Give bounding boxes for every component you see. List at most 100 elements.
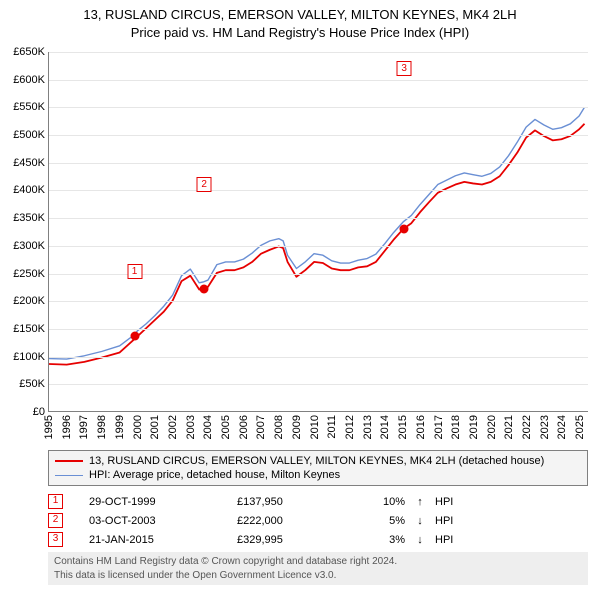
y-axis-label: £550K [13,101,45,113]
title-block: 13, RUSLAND CIRCUS, EMERSON VALLEY, MILT… [0,0,600,41]
sale-row: 3 21-JAN-2015 £329,995 3% ↓ HPI [48,530,588,549]
x-axis-label: 2024 [556,415,568,439]
x-axis-label: 1995 [43,415,55,439]
y-axis-label: £500K [13,129,45,141]
gridline [49,80,588,81]
y-axis-label: £100K [13,351,45,363]
legend-item: HPI: Average price, detached house, Milt… [55,468,581,482]
title-line-1: 13, RUSLAND CIRCUS, EMERSON VALLEY, MILT… [0,6,600,24]
x-axis-label: 2018 [450,415,462,439]
gridline [49,135,588,136]
y-axis-label: £350K [13,212,45,224]
gridline [49,357,588,358]
gridline [49,52,588,53]
sale-date: 29-OCT-1999 [71,496,229,508]
sale-hpi-label: HPI [435,534,475,546]
sale-price: £137,950 [237,496,347,508]
x-axis-label: 2004 [202,415,214,439]
sales-table: 1 29-OCT-1999 £137,950 10% ↑ HPI 2 03-OCT-2003 £… [48,492,588,549]
y-axis-label: £200K [13,295,45,307]
sale-hpi-label: HPI [435,496,475,508]
legend-label: 13, RUSLAND CIRCUS, EMERSON VALLEY, MILT… [89,455,544,467]
x-axis-label: 2007 [255,415,267,439]
legend-label: HPI: Average price, detached house, Milt… [89,469,340,481]
sale-price: £222,000 [237,515,347,527]
gridline [49,218,588,219]
y-axis-label: £50K [19,378,45,390]
sale-box-2: 2 [197,177,212,192]
x-axis-label: 2013 [362,415,374,439]
gridline [49,163,588,164]
x-axis-label: 2017 [433,415,445,439]
gridline [49,301,588,302]
x-axis-label: 2005 [220,415,232,439]
legend-swatch [55,475,83,476]
gridline [49,246,588,247]
sale-box-3: 3 [397,61,412,76]
x-axis-label: 2002 [167,415,179,439]
footer-line-2: This data is licensed under the Open Gov… [54,569,582,583]
series-hpi [49,107,585,359]
x-axis-label: 2023 [539,415,551,439]
sale-number-box: 3 [48,532,63,547]
x-axis-label: 2022 [521,415,533,439]
sale-number-box: 2 [48,513,63,528]
x-axis-label: 2008 [273,415,285,439]
x-axis-label: 1996 [61,415,73,439]
sale-pct: 10% [355,496,405,508]
x-axis-label: 2021 [503,415,515,439]
sale-marker-3 [400,225,409,234]
x-axis-label: 2020 [486,415,498,439]
sale-marker-2 [200,285,209,294]
y-axis-label: £150K [13,323,45,335]
sale-box-1: 1 [127,264,142,279]
x-axis-label: 2012 [344,415,356,439]
x-axis-label: 2019 [468,415,480,439]
x-axis-label: 2010 [309,415,321,439]
legend-item: 13, RUSLAND CIRCUS, EMERSON VALLEY, MILT… [55,454,581,468]
arrow-down-icon: ↓ [413,515,427,527]
sale-marker-1 [130,331,139,340]
sale-date: 21-JAN-2015 [71,534,229,546]
x-axis-label: 2025 [574,415,586,439]
x-axis-label: 2006 [238,415,250,439]
x-axis-label: 2011 [326,415,338,439]
sale-date: 03-OCT-2003 [71,515,229,527]
arrow-up-icon: ↑ [413,496,427,508]
sale-pct: 3% [355,534,405,546]
x-axis-label: 2003 [185,415,197,439]
sale-row: 2 03-OCT-2003 £222,000 5% ↓ HPI [48,511,588,530]
sale-pct: 5% [355,515,405,527]
x-axis-label: 2000 [132,415,144,439]
arrow-down-icon: ↓ [413,534,427,546]
legend-box: 13, RUSLAND CIRCUS, EMERSON VALLEY, MILT… [48,450,588,486]
gridline [49,190,588,191]
x-axis-label: 2015 [397,415,409,439]
y-axis-label: £250K [13,268,45,280]
sale-hpi-label: HPI [435,515,475,527]
x-axis-label: 1999 [114,415,126,439]
y-axis-label: £450K [13,157,45,169]
sale-price: £329,995 [237,534,347,546]
x-axis-label: 2009 [291,415,303,439]
legend-swatch [55,460,83,462]
sale-row: 1 29-OCT-1999 £137,950 10% ↑ HPI [48,492,588,511]
gridline [49,107,588,108]
y-axis-label: £600K [13,74,45,86]
x-axis-label: 1997 [78,415,90,439]
y-axis-label: £650K [13,46,45,58]
footer-line-1: Contains HM Land Registry data © Crown c… [54,555,582,569]
y-axis-label: £300K [13,240,45,252]
x-axis-label: 2016 [415,415,427,439]
chart-plot-area: £0£50K£100K£150K£200K£250K£300K£350K£400… [48,52,588,412]
sale-number-box: 1 [48,494,63,509]
y-axis-label: £400K [13,184,45,196]
footer-attribution: Contains HM Land Registry data © Crown c… [48,552,588,585]
gridline [49,384,588,385]
chart-container: 13, RUSLAND CIRCUS, EMERSON VALLEY, MILT… [0,0,600,590]
gridline [49,329,588,330]
x-axis-label: 2001 [149,415,161,439]
title-line-2: Price paid vs. HM Land Registry's House … [0,24,600,42]
x-axis-label: 2014 [379,415,391,439]
x-axis-label: 1998 [96,415,108,439]
